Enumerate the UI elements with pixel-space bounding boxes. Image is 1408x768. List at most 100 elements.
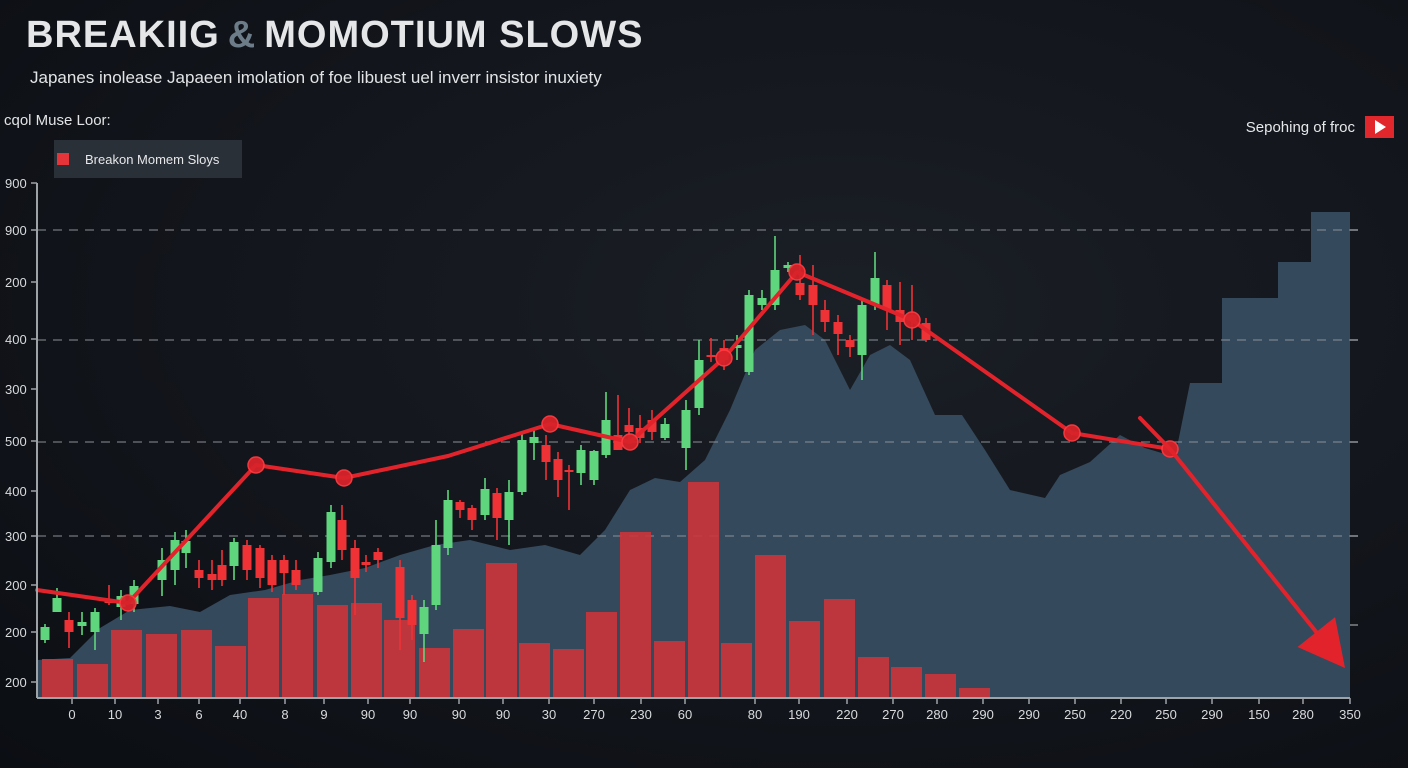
candle-body [407, 600, 417, 625]
candle-body [870, 278, 880, 305]
volume-bar [351, 603, 382, 698]
candlestick [337, 505, 347, 560]
y-tick-label: 500 [5, 434, 27, 449]
volume-bar [111, 630, 142, 698]
y-tick-label: 300 [5, 529, 27, 544]
candlestick [833, 315, 843, 355]
candle-body [207, 574, 217, 580]
trend-marker [1063, 424, 1081, 442]
x-tick-label: 90 [452, 707, 466, 722]
candlestick [744, 290, 754, 375]
candlestick [207, 560, 217, 590]
candlestick [217, 550, 227, 586]
y-tick-label: 900 [5, 223, 27, 238]
candle-body [681, 410, 691, 448]
volume-bars [42, 482, 990, 698]
candlestick [681, 400, 691, 470]
top-right-control: Sepohing of froc [1246, 116, 1394, 138]
candlestick [492, 488, 502, 540]
chart-subtitle: Japanes inolease Japaeen imolation of fo… [30, 68, 602, 87]
volume-bar [215, 646, 246, 698]
candle-body [517, 440, 527, 492]
candlestick [694, 340, 704, 415]
candlestick [870, 252, 880, 310]
candlestick [517, 432, 527, 495]
candlestick [504, 480, 514, 545]
candle-body [624, 425, 634, 432]
x-tick-label: 90 [496, 707, 510, 722]
chart-title: BREAKIIG & MOMOTIUM SLOWS [26, 14, 643, 57]
legend: Breakon Momem Sloys [54, 140, 242, 178]
x-tick-label: 220 [836, 707, 858, 722]
candlestick [431, 520, 441, 610]
candle-body [795, 283, 805, 295]
candlestick [660, 418, 670, 440]
y-tick-label: 300 [5, 382, 27, 397]
volume-bar [925, 674, 956, 698]
volume-bar [248, 598, 279, 698]
candlestick [601, 392, 611, 458]
candle-body [255, 548, 265, 578]
candle-body [395, 567, 405, 618]
candlestick [291, 560, 301, 590]
candle-body [647, 420, 657, 432]
candle-body [783, 265, 793, 268]
candle-body [492, 493, 502, 518]
trend-marker [715, 349, 733, 367]
x-tick-label: 220 [1110, 707, 1132, 722]
trend-line-path [35, 270, 1172, 605]
y-tick-label: 200 [5, 675, 27, 690]
candle-body [443, 500, 453, 548]
candle-body [770, 270, 780, 305]
candle-body [467, 508, 477, 520]
candlestick [541, 435, 551, 480]
candle-body [694, 360, 704, 408]
volume-bar [282, 594, 313, 698]
candle-body [808, 285, 818, 305]
trend-marker [903, 311, 921, 329]
y-tick-label: 900 [5, 176, 27, 191]
legend-swatch-icon [57, 153, 69, 165]
candle-body [882, 285, 892, 310]
candlestick [242, 540, 252, 580]
volume-bar [181, 630, 212, 698]
candlestick [480, 478, 490, 520]
candlestick [361, 555, 371, 572]
candlestick [613, 395, 623, 450]
trend-marker [621, 433, 639, 451]
candle-body [455, 502, 465, 510]
candle-body [529, 437, 539, 443]
candle-body [833, 322, 843, 334]
volume-bar [553, 649, 584, 698]
title-ampersand: & [227, 14, 257, 56]
candle-body [52, 598, 62, 612]
candle-body [242, 545, 252, 570]
candle-body [326, 512, 336, 562]
x-tick-label: 30 [542, 707, 556, 722]
candle-body [553, 459, 563, 480]
x-tick-label: 3 [154, 707, 161, 722]
candle-body [744, 295, 754, 372]
candlestick [313, 552, 323, 595]
candlestick [576, 445, 586, 485]
candlestick [706, 338, 716, 362]
candle-body [706, 355, 716, 357]
play-button[interactable] [1365, 116, 1394, 138]
candlestick [90, 608, 100, 650]
x-tick-label: 90 [361, 707, 375, 722]
trend-marker [541, 415, 559, 433]
x-tick-label: 0 [68, 707, 75, 722]
volume-bar [519, 643, 550, 698]
axes: 900 900 200 400 300 500 400 300 200 200 200 0 10 3 6 40… [5, 176, 1361, 722]
x-tick-label: 270 [583, 707, 605, 722]
candlestick [194, 560, 204, 588]
candlestick [820, 300, 830, 332]
candle-body [350, 548, 360, 578]
candle-body [419, 607, 429, 634]
volume-bar [146, 634, 177, 698]
trend-marker [247, 456, 265, 474]
candle-body [541, 445, 551, 462]
candle-body [845, 340, 855, 347]
arrow-shaft [1168, 447, 1328, 646]
volume-bar [891, 667, 922, 698]
